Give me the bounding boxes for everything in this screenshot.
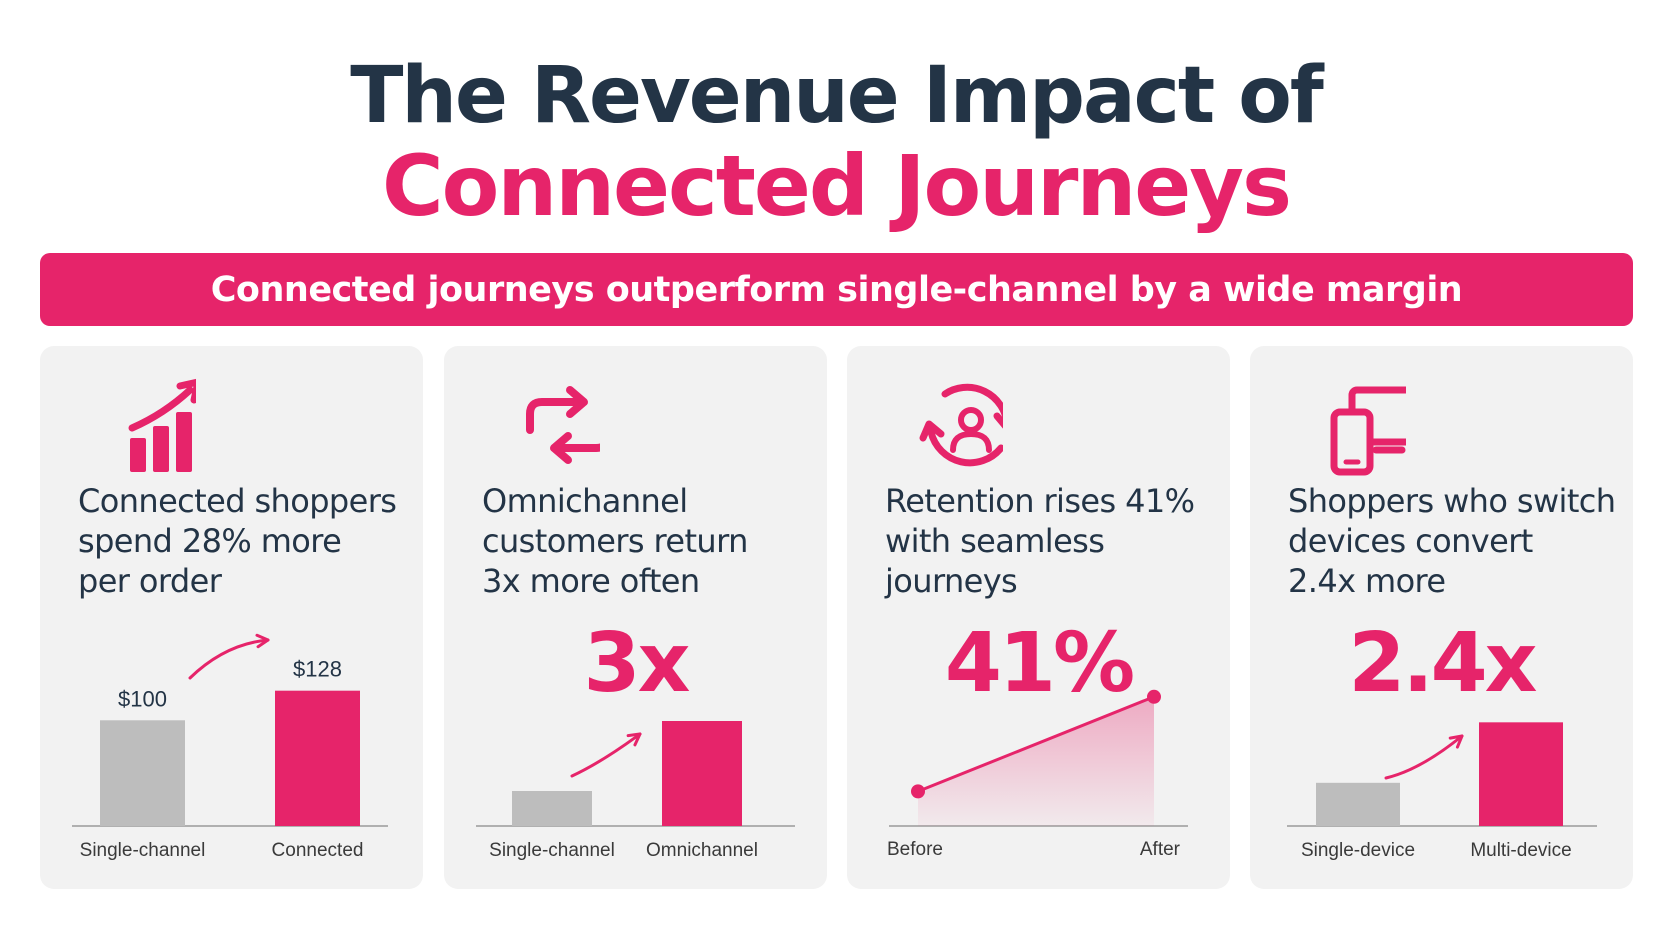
title-line-2: Connected Journeys	[382, 137, 1292, 235]
stat-card-retention: Retention rises 41% with seamless journe…	[847, 346, 1230, 889]
repeat-arrows-icon	[526, 386, 600, 464]
data-label: $100	[118, 686, 167, 711]
retention-line	[917, 695, 1155, 793]
retention-area-chart: Before After	[887, 689, 1188, 860]
growth-arrow-head	[1448, 734, 1464, 749]
growth-arrow	[188, 638, 270, 680]
headline: Shoppers who switch devices convert 2.4x…	[1288, 482, 1616, 600]
stat-card-return: Omnichannel customers return 3x more oft…	[444, 346, 827, 889]
growth-arrow	[1384, 734, 1464, 780]
bar-growth-icon	[128, 378, 196, 472]
area-fill	[918, 696, 1154, 826]
spend-bar-chart: Single-channel $100 Connected $128	[72, 633, 388, 861]
devices-icon	[1330, 386, 1406, 476]
bar-single-channel	[512, 791, 592, 826]
big-stat: 3x	[583, 616, 691, 711]
point-before	[911, 784, 925, 799]
user-refresh-icon	[919, 383, 1003, 467]
banner: Connected journeys outperform single-cha…	[40, 253, 1633, 326]
bar-connected	[275, 690, 360, 826]
devices-bar-chart: Single-device Multi-device	[1287, 722, 1597, 861]
stat-card-spend: Connected shoppers spend 28% more per or…	[40, 346, 423, 889]
big-stat: 2.4x	[1348, 616, 1537, 711]
x-label-before: Before	[887, 839, 943, 860]
title-line-1: The Revenue Impact of	[350, 51, 1324, 141]
growth-arrow	[570, 732, 642, 778]
category-label: Single-device	[1301, 840, 1415, 861]
headline: Retention rises 41% with seamless journe…	[885, 482, 1195, 600]
bar-single-device	[1316, 782, 1400, 826]
stat-card-devices: Shoppers who switch devices convert 2.4x…	[1250, 346, 1633, 889]
headline: Omnichannel customers return 3x more oft…	[482, 482, 748, 600]
title: The Revenue Impact of Connected Journeys	[0, 52, 1672, 232]
x-label-after: After	[1140, 839, 1181, 860]
return-bar-chart: Single-channel Omnichannel	[476, 721, 795, 861]
category-label: Single-channel	[489, 840, 615, 861]
category-label: Single-channel	[80, 840, 206, 861]
growth-arrow-head	[626, 732, 642, 747]
growth-arrow-head	[255, 633, 270, 649]
big-stat: 41%	[944, 616, 1135, 711]
bar-single-channel	[100, 720, 185, 826]
category-label: Multi-device	[1470, 840, 1571, 861]
data-label: $128	[293, 657, 342, 682]
bar-omnichannel	[662, 721, 742, 826]
category-label: Omnichannel	[646, 840, 758, 861]
category-label: Connected	[272, 840, 364, 861]
bar-multi-device	[1479, 722, 1563, 826]
point-after	[1147, 689, 1161, 704]
headline: Connected shoppers spend 28% more per or…	[78, 482, 397, 600]
banner-text: Connected journeys outperform single-cha…	[210, 269, 1463, 310]
